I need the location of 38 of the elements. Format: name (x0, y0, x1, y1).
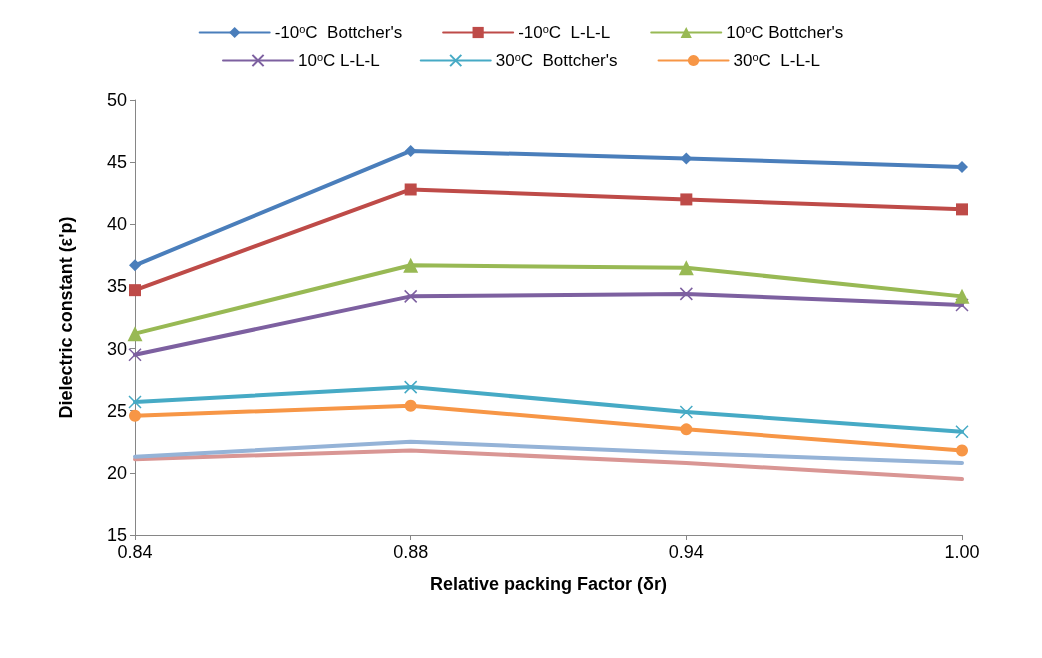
x-tick-label: 0.94 (668, 542, 704, 562)
point (679, 287, 694, 301)
point (680, 193, 693, 206)
y-tick-label: 20 (106, 462, 127, 483)
y-tick-label: 35 (106, 276, 127, 297)
x-tick-label: 0.88 (393, 542, 429, 562)
y-axis-title: Dielectric constant (ε'p) (56, 216, 76, 419)
point (680, 423, 693, 436)
point (403, 289, 418, 304)
y-tick-label: 45 (106, 152, 127, 173)
point (954, 288, 970, 304)
point (956, 203, 968, 216)
point (404, 399, 417, 412)
y-tick-label: 25 (106, 400, 127, 421)
point (403, 257, 419, 273)
point (128, 348, 142, 362)
line-series (133, 448, 964, 482)
y-tick-label: 15 (106, 525, 127, 545)
point (956, 161, 968, 174)
x-tick-label: 0.84 (117, 542, 153, 562)
point (129, 259, 141, 272)
point (127, 326, 143, 342)
point (955, 298, 969, 312)
point (956, 444, 968, 457)
x-tick-label: 1.00 (944, 542, 980, 562)
point (404, 183, 417, 196)
point (679, 405, 694, 419)
point (403, 380, 418, 394)
y-tick-label: 50 (106, 90, 127, 110)
y-tick-label: 30 (106, 338, 127, 359)
point (128, 395, 142, 409)
point (955, 425, 969, 439)
point (129, 284, 141, 297)
y-tick-label: 40 (106, 214, 127, 235)
x-axis-title: Relative packing Factor (δr) (430, 574, 667, 594)
point (129, 409, 141, 422)
line-series (133, 439, 964, 465)
point (678, 260, 694, 276)
